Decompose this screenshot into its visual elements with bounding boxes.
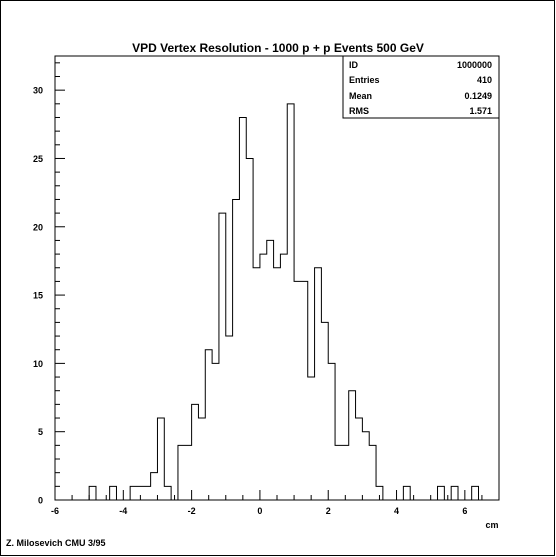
y-tick-label: 20 xyxy=(33,222,43,232)
histogram-bin xyxy=(192,404,199,500)
plot-frame xyxy=(54,55,500,501)
stats-rms-value: 1.571 xyxy=(469,106,492,116)
y-tick-label: 10 xyxy=(33,359,43,369)
x-tick-label: 6 xyxy=(462,506,467,516)
histogram-bin xyxy=(233,199,240,500)
x-tick-label: -2 xyxy=(188,506,196,516)
histogram-bin xyxy=(362,432,369,500)
histogram-bin xyxy=(301,281,308,500)
stats-id-label: ID xyxy=(349,60,359,70)
stats-id-value: 1000000 xyxy=(457,60,492,70)
x-tick-label: 4 xyxy=(394,506,399,516)
x-tick-label: 0 xyxy=(257,506,262,516)
histogram-bin xyxy=(342,445,349,500)
x-tick-label: -4 xyxy=(119,506,127,516)
histogram-bin xyxy=(89,486,96,500)
histogram-bin xyxy=(321,322,328,500)
histogram-bin xyxy=(110,486,117,500)
histogram-bin xyxy=(219,213,226,500)
histogram-bin xyxy=(205,350,212,500)
stats-mean-value: 0.1249 xyxy=(464,91,492,101)
histogram-bin xyxy=(472,486,479,500)
stats-box: ID 1000000 Entries 410 Mean 0.1249 RMS 1… xyxy=(342,55,500,119)
histogram-bin xyxy=(253,268,260,500)
histogram-bin xyxy=(438,486,445,500)
x-tick-label: -6 xyxy=(51,506,59,516)
histogram-bin xyxy=(328,363,335,500)
x-axis: -6 -4 -2 0 2 4 6 xyxy=(51,490,500,516)
y-tick-label: 15 xyxy=(33,291,43,301)
stats-rms-label: RMS xyxy=(349,106,369,116)
histogram-bin xyxy=(369,445,376,500)
x-tick-label: 2 xyxy=(326,506,331,516)
histogram-bin xyxy=(164,486,171,500)
histogram-bin xyxy=(130,486,137,500)
histogram-bin xyxy=(403,486,410,500)
histogram-bin xyxy=(157,418,164,500)
histogram-bin xyxy=(144,486,151,500)
histogram-bin xyxy=(349,391,356,500)
histogram-bin xyxy=(287,104,294,500)
chart-title: VPD Vertex Resolution - 1000 p + p Event… xyxy=(132,41,424,55)
y-tick-label: 0 xyxy=(38,496,43,506)
histogram-bin xyxy=(308,377,315,500)
histogram-bin xyxy=(260,254,267,500)
histogram-bars xyxy=(55,103,499,501)
histogram-bin xyxy=(315,268,322,500)
x-axis-label: cm xyxy=(485,520,498,530)
y-tick-label: 5 xyxy=(38,427,43,437)
stats-entries-value: 410 xyxy=(477,75,492,85)
histogram-bin xyxy=(294,281,301,500)
y-tick-label: 25 xyxy=(33,154,43,164)
histogram-bin xyxy=(226,336,233,500)
histogram-bin xyxy=(246,158,253,500)
histogram-bin xyxy=(280,254,287,500)
histogram-bin xyxy=(198,418,205,500)
histogram-bin xyxy=(267,240,274,500)
histogram-bin xyxy=(274,268,281,500)
histogram-bin xyxy=(239,117,246,500)
histogram-bin xyxy=(451,486,458,500)
stats-mean-label: Mean xyxy=(349,91,372,101)
histogram-bin xyxy=(185,445,192,500)
histogram-bin xyxy=(356,418,363,500)
footer-credit: Z. Milosevich CMU 3/95 xyxy=(6,538,106,548)
histogram-bin xyxy=(178,445,185,500)
histogram-bin xyxy=(335,445,342,500)
histogram-outline xyxy=(55,103,499,501)
stats-entries-label: Entries xyxy=(349,75,380,85)
histogram-bin xyxy=(151,473,158,500)
y-tick-label: 30 xyxy=(33,86,43,96)
y-axis: 0 5 10 15 20 25 30 xyxy=(33,62,65,506)
histogram-bin xyxy=(212,363,219,500)
